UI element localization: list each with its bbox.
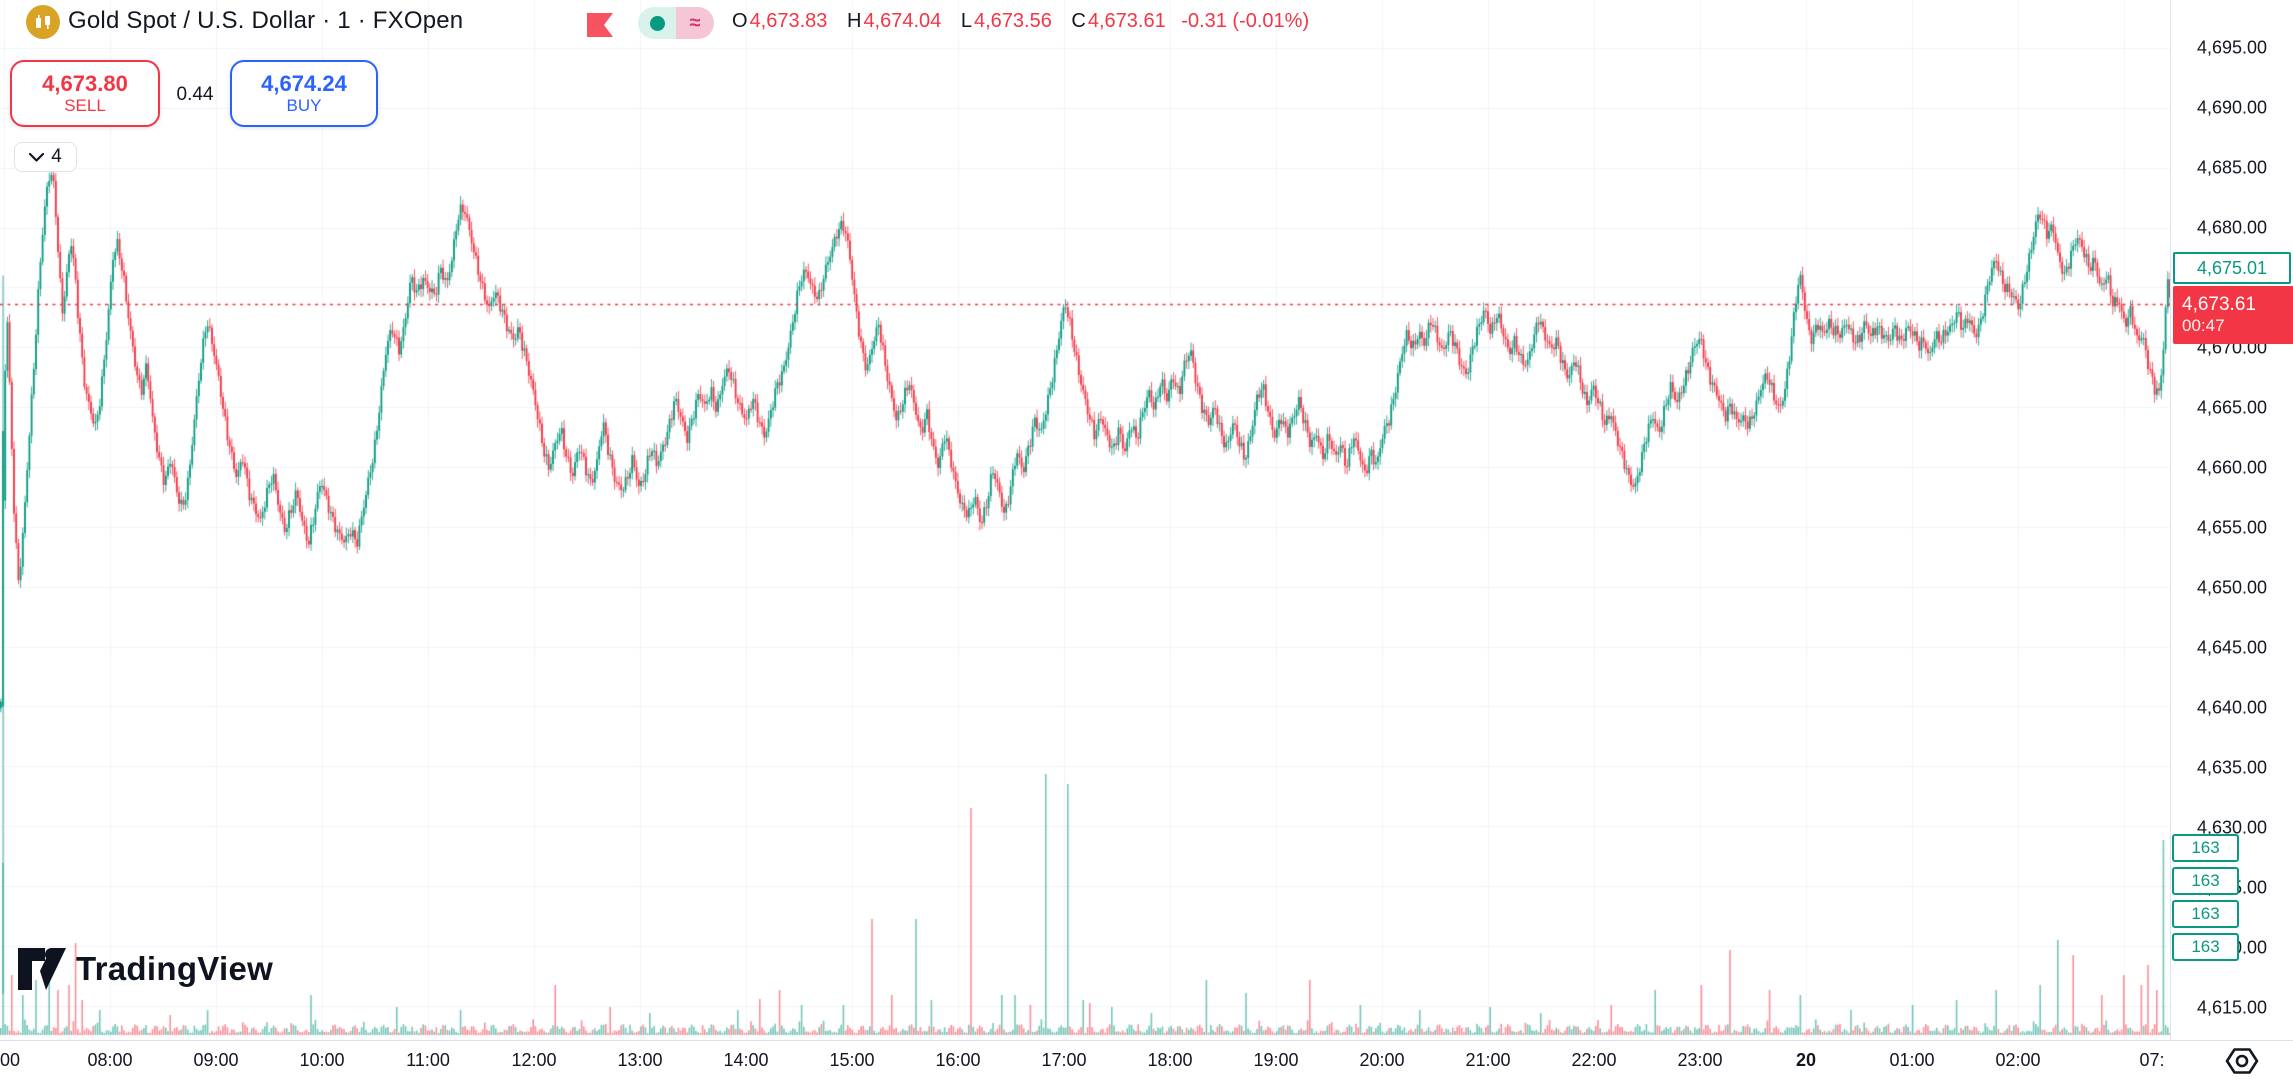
time-axis-label: 18:00	[1147, 1050, 1193, 1070]
tradingview-logo-icon	[18, 948, 66, 990]
watermark-brand: TradingView	[76, 950, 274, 987]
last-price-box: 4,673.61 00:47	[2173, 286, 2293, 344]
price-axis-label: 4,615.00	[2197, 997, 2268, 1018]
quantity-value: 4	[51, 146, 62, 167]
instrument-settings-icon[interactable]	[2224, 1046, 2260, 1081]
depth-size-badge: 163	[2172, 834, 2239, 862]
price-axis-label: 4,630.00	[2197, 817, 2268, 838]
sell-price: 4,673.80	[42, 71, 128, 97]
time-axis-label: 22:00	[1571, 1050, 1617, 1070]
change-value: -0.31 (-0.01%)	[1181, 10, 1310, 32]
time-axis-label: 10:00	[299, 1050, 345, 1070]
chart-legend: Gold Spot / U.S. Dollar · 1 · FXOpen ≈ O…	[0, 0, 2160, 46]
depth-size-badge: 163	[2172, 900, 2239, 928]
time-axis-label: 14:00	[723, 1050, 769, 1070]
price-axis-label: 4,690.00	[2197, 97, 2268, 118]
low-label: L	[960, 10, 972, 32]
price-axis-label: 4,685.00	[2197, 157, 2268, 178]
time-axis-label: 09:00	[193, 1050, 239, 1070]
time-axis-label: 21:00	[1465, 1050, 1511, 1070]
time-axis-label: 15:00	[829, 1050, 875, 1070]
buy-label: BUY	[286, 96, 322, 116]
market-open-dot-icon	[638, 7, 676, 39]
time-axis-label: 16:00	[935, 1050, 981, 1070]
price-axis-label: 4,680.00	[2197, 217, 2268, 238]
time-axis-label: 00	[0, 1050, 21, 1070]
time-axis-label: 11:00	[406, 1050, 450, 1070]
time-axis-label: 23:00	[1677, 1050, 1723, 1070]
price-axis-label: 4,640.00	[2197, 697, 2268, 718]
price-axis-label: 4,665.00	[2197, 397, 2268, 418]
flag-icon[interactable]	[586, 12, 614, 38]
high-label: H	[846, 10, 862, 32]
gold-coin-icon	[26, 5, 60, 39]
ask-price-box: 4,675.01	[2173, 252, 2291, 284]
quantity-dropdown[interactable]: 4	[14, 142, 77, 172]
time-axis[interactable]: 00 08:00 09:00 10:00 11:00 12:00 13:00 14:00 15:…	[0, 1040, 2293, 1081]
market-status-toggle[interactable]: ≈	[638, 7, 714, 39]
price-axis-label: 4,650.00	[2197, 577, 2268, 598]
time-axis-label: 08:00	[87, 1050, 133, 1070]
price-axis-label: 4,645.00	[2197, 637, 2268, 658]
price-axis-label: 4,695.00	[2197, 37, 2268, 58]
time-axis-label: 01:00	[1889, 1050, 1935, 1070]
low-value: 4,673.56	[973, 10, 1052, 32]
price-axis[interactable]: 4,695.00 4,690.00 4,685.00 4,680.00 4,670.00…	[2170, 0, 2293, 1040]
spread-value: 0.44	[176, 84, 214, 105]
buy-button[interactable]: 4,674.24 BUY	[230, 60, 378, 127]
chevron-down-icon	[29, 152, 45, 162]
time-axis-label: 20	[1795, 1050, 1817, 1070]
open-label: O	[732, 10, 748, 32]
time-axis-label: 02:00	[1995, 1050, 2041, 1070]
close-value: 4,673.61	[1087, 10, 1166, 32]
time-axis-label: 20:00	[1359, 1050, 1405, 1070]
approx-icon: ≈	[676, 7, 714, 39]
close-label: C	[1071, 10, 1086, 32]
price-chart-canvas[interactable]	[0, 0, 2170, 1040]
depth-size-badge: 163	[2172, 933, 2239, 961]
depth-size-badge: 163	[2172, 867, 2239, 895]
time-axis-label: 13:00	[617, 1050, 663, 1070]
price-axis-label: 4,635.00	[2197, 757, 2268, 778]
buy-price: 4,674.24	[261, 71, 347, 97]
time-axis-label: 19:00	[1253, 1050, 1299, 1070]
bar-countdown: 00:47	[2182, 316, 2225, 335]
price-axis-label: 4,660.00	[2197, 457, 2268, 478]
time-axis-label: 17:00	[1041, 1050, 1087, 1070]
time-axis-label: 12:00	[511, 1050, 557, 1070]
symbol-title[interactable]: Gold Spot / U.S. Dollar · 1 · FXOpen	[68, 7, 464, 34]
high-value: 4,674.04	[863, 10, 942, 32]
open-value: 4,673.83	[749, 10, 828, 32]
last-price-value: 4,673.61	[2182, 294, 2256, 315]
time-axis-label: 07:	[2139, 1050, 2165, 1070]
sell-label: SELL	[64, 96, 106, 116]
price-axis-label: 4,655.00	[2197, 517, 2268, 538]
tradingview-watermark: TradingView	[18, 948, 273, 990]
sell-button[interactable]: 4,673.80 SELL	[10, 60, 160, 127]
ohlc-readout: O 4,673.83 H 4,674.04 L 4,673.56 C 4,673.61 …	[732, 10, 1309, 33]
